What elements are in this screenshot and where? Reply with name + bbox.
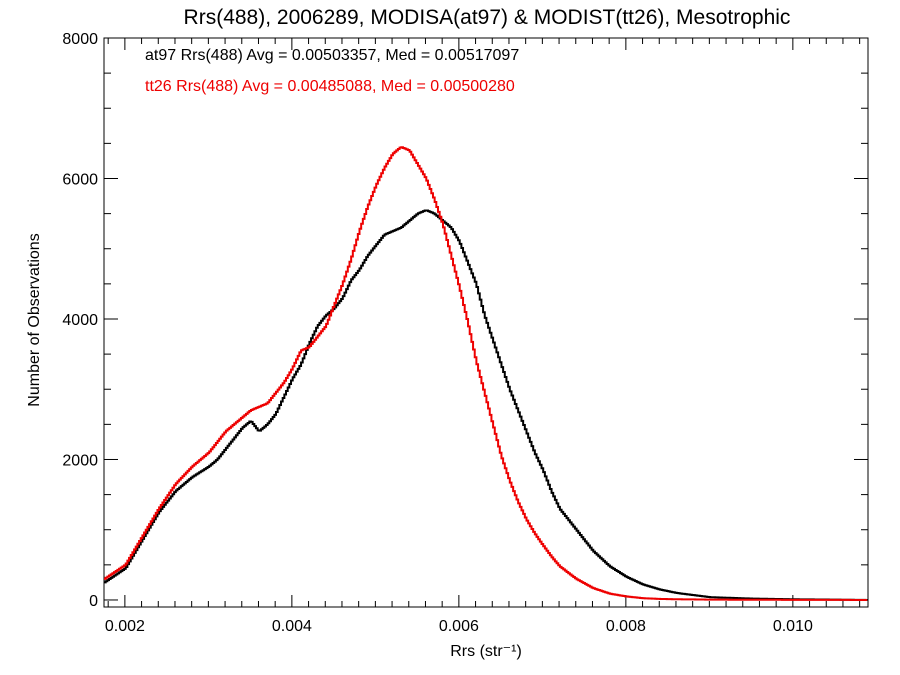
y-tick-label: 0	[89, 593, 98, 610]
y-tick-label: 4000	[62, 312, 98, 329]
y-tick-label: 8000	[62, 31, 98, 48]
legend-entry-at97: at97 Rrs(488) Avg = 0.00503357, Med = 0.…	[145, 47, 519, 64]
y-tick-label: 6000	[62, 171, 98, 188]
x-axis-label: Rrs (str⁻¹)	[450, 643, 522, 660]
plot-frame	[103, 37, 869, 608]
x-tick-label: 0.006	[439, 618, 479, 635]
y-axis: 0 2000 4000 6000 8000	[62, 31, 868, 610]
plot-border	[103, 37, 869, 608]
y-axis-label: Number of Observations	[26, 233, 43, 406]
series-line-tt26	[104, 146, 868, 601]
x-tick-label: 0.008	[606, 618, 646, 635]
legend-entry-tt26: tt26 Rrs(488) Avg = 0.00485088, Med = 0.…	[145, 78, 515, 95]
x-tick-label: 0.010	[773, 618, 813, 635]
series-layer	[104, 146, 869, 601]
x-axis: 0.002 0.004 0.006 0.008 0.010	[105, 38, 861, 635]
series-line-at97	[104, 209, 869, 601]
x-tick-label: 0.002	[105, 618, 145, 635]
y-tick-label: 2000	[62, 452, 98, 469]
x-tick-label: 0.004	[272, 618, 312, 635]
chart-title: Rrs(488), 2006289, MODISA(at97) & MODIST…	[184, 6, 791, 29]
